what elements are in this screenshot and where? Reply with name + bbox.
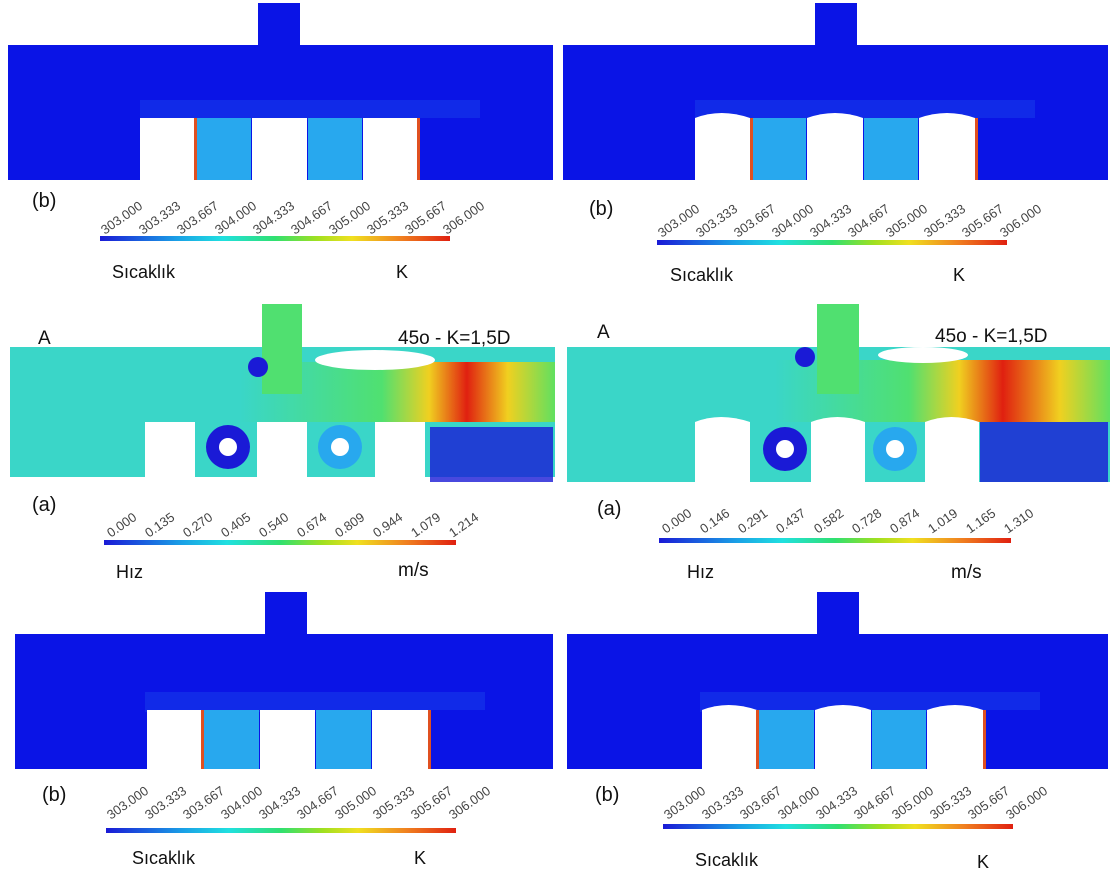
temperature-field	[567, 592, 1108, 769]
case-label: 45o - K=1,5D	[398, 328, 511, 349]
temperature-panel-bottom-right: (b) 303.000 303.333 303.667 304.000 304.…	[555, 584, 1110, 876]
case-label: 45o - K=1,5D	[935, 326, 1048, 347]
temperature-colorbar	[100, 236, 450, 241]
panel-tag: (b)	[32, 190, 57, 212]
velocity-colorbar	[104, 540, 456, 545]
quantity-label: Hız	[116, 562, 143, 582]
temperature-field	[563, 3, 1108, 180]
quantity-label: Sıcaklık	[695, 850, 759, 870]
corner-label: A	[597, 322, 610, 343]
corner-label: A	[38, 328, 51, 349]
unit-label: K	[414, 848, 427, 868]
velocity-panel-mid-right: A 45o - K=1,5D (a) 0.000 0.146 0.291 0.4…	[555, 292, 1110, 584]
quantity-label: Sıcaklık	[132, 848, 196, 868]
quantity-label: Sıcaklık	[112, 262, 176, 282]
temperature-colorbar	[663, 824, 1013, 829]
quantity-label: Hız	[687, 562, 714, 582]
unit-label: m/s	[951, 562, 982, 583]
panel-tag: (b)	[42, 784, 67, 806]
temperature-field	[15, 592, 553, 769]
temperature-panel-top-left: (b) 303.000 303.333 303.667 304.000 304.…	[0, 0, 555, 292]
panel-tag: (b)	[589, 198, 614, 220]
unit-label: K	[396, 262, 409, 282]
quantity-label: Sıcaklık	[670, 265, 734, 285]
velocity-streamlines	[567, 304, 1110, 482]
velocity-streamlines	[10, 304, 555, 482]
panel-tag: (a)	[597, 498, 622, 520]
unit-label: K	[977, 852, 990, 872]
velocity-panel-mid-left: A 45o - K=1,5D (a) 0.000 0.135 0.270 0.4…	[0, 292, 555, 584]
temperature-field	[8, 3, 553, 180]
velocity-colorbar	[659, 538, 1011, 543]
temperature-panel-bottom-left: (b) 303.000 303.333 303.667 304.000 304.…	[0, 584, 555, 876]
unit-label: K	[953, 265, 966, 285]
temperature-colorbar	[657, 240, 1007, 245]
panel-tag: (a)	[32, 494, 57, 516]
panel-tag: (b)	[595, 784, 620, 806]
temperature-colorbar	[106, 828, 456, 833]
temperature-panel-top-right: (b) 303.000 303.333 303.667 304.000 304.…	[555, 0, 1110, 292]
unit-label: m/s	[398, 560, 429, 581]
